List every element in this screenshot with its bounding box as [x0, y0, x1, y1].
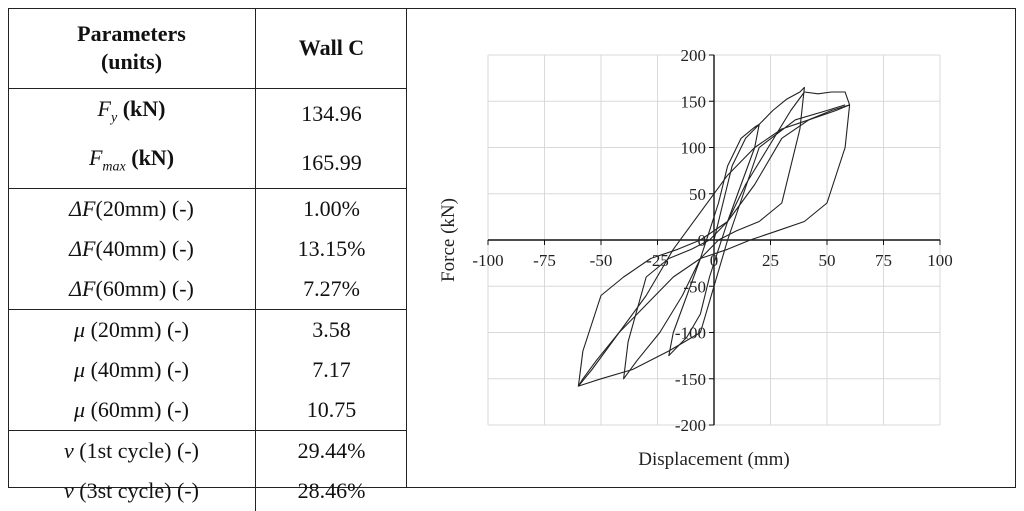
table-row: μ (20mm) (-) 3.58 — [8, 308, 407, 350]
parameter-symbol: μ — [74, 396, 86, 422]
x-tick-label: 100 — [927, 251, 953, 270]
parameter-value: 1.00% — [255, 187, 407, 229]
parameter-unit: (kN) — [125, 145, 175, 171]
parameter-value: 7.27% — [303, 275, 360, 301]
table-row: Fmax (kN) 165.99 — [8, 138, 407, 189]
parameter-subscript: max — [102, 159, 126, 175]
parameter-symbol: μ — [74, 356, 86, 382]
table-row: ν (3st cycle) (-) 28.46% — [8, 470, 407, 511]
table-row: ν (1st cycle) (-) 29.44% — [8, 429, 407, 471]
parameter-symbol: ν — [64, 437, 74, 463]
parameter-symbol: ΔF — [69, 195, 96, 221]
table-row: ΔF(60mm) (-) 7.27% — [8, 268, 407, 310]
y-tick-label: 150 — [681, 92, 707, 111]
parameter-name: ΔF(60mm) (-) — [8, 268, 256, 310]
parameter-name: ν (1st cycle) (-) — [8, 429, 256, 471]
parameter-unit: (40mm) (-) — [95, 235, 194, 261]
parameter-name: ΔF(20mm) (-) — [8, 187, 256, 229]
table-row: Fy (kN) 134.96 — [8, 88, 407, 139]
parameter-value: 7.17 — [312, 356, 351, 382]
parameter-unit: (1st cycle) (-) — [73, 437, 199, 463]
parameter-value: 13.15% — [297, 235, 366, 261]
parameter-symbol: F — [97, 96, 111, 121]
parameter-unit: (40mm) (-) — [85, 356, 189, 382]
parameter-value: 29.44% — [255, 429, 407, 471]
parameter-value: 3.58 — [255, 308, 407, 350]
x-tick-label: 0 — [710, 251, 719, 270]
y-tick-label: 100 — [681, 139, 707, 158]
header-parameters-line2: (units) — [100, 49, 163, 74]
parameter-name: ν (3st cycle) (-) — [8, 470, 256, 511]
parameter-name: μ (20mm) (-) — [8, 308, 256, 350]
parameter-unit: (20mm) (-) — [95, 195, 194, 221]
parameter-symbol: ΔF — [69, 275, 96, 301]
panel-divider — [406, 8, 407, 488]
header-parameters: Parameters (units) — [8, 8, 256, 89]
y-tick-label: 200 — [681, 46, 707, 65]
x-tick-label: -50 — [590, 251, 613, 270]
header-wall-c: Wall C — [298, 35, 365, 60]
parameter-unit: (kN) — [117, 96, 166, 121]
hysteresis-curve-1 — [668, 123, 760, 357]
parameter-value: 10.75 — [306, 396, 357, 422]
table-row: ΔF(40mm) (-) 13.15% — [8, 228, 407, 269]
parameter-symbol: μ — [74, 316, 86, 342]
y-tick-label: -150 — [675, 370, 706, 389]
parameter-unit: (60mm) (-) — [95, 275, 194, 301]
header-parameters-line1: Parameters — [77, 21, 186, 46]
parameter-value: 28.46% — [297, 477, 366, 503]
parameter-name: Fy (kN) — [8, 88, 256, 139]
parameter-unit: (60mm) (-) — [85, 396, 189, 422]
table-row: μ (40mm) (-) 7.17 — [8, 349, 407, 390]
parameter-symbol: ν — [64, 477, 74, 503]
y-tick-label: 50 — [689, 185, 706, 204]
x-tick-label: 75 — [875, 251, 892, 270]
hysteresis-curve-4 — [577, 104, 850, 387]
table-row: μ (60mm) (-) 10.75 — [8, 389, 407, 431]
y-axis-title: Force (kN) — [438, 198, 459, 282]
parameter-value: 134.96 — [255, 88, 407, 139]
parameter-symbol: F — [88, 145, 103, 171]
table-header-row: Parameters (units) Wall C — [8, 8, 407, 89]
parameter-name: ΔF(40mm) (-) — [8, 228, 256, 269]
y-tick-label: -50 — [683, 277, 706, 296]
x-tick-label: -25 — [646, 251, 669, 270]
x-tick-label: 50 — [819, 251, 836, 270]
parameter-name: μ (60mm) (-) — [8, 389, 256, 431]
x-axis-title: Displacement (mm) — [638, 449, 789, 470]
parameter-unit: (3st cycle) (-) — [73, 477, 199, 503]
parameter-symbol: ΔF — [69, 235, 96, 261]
y-tick-label: -200 — [675, 416, 706, 435]
y-tick-label: -100 — [675, 324, 706, 343]
table-body: Fy (kN) 134.96 Fmax (kN) 165.99 ΔF(20mm) (-)… — [8, 88, 407, 511]
x-tick-label: 25 — [762, 251, 779, 270]
x-tick-label: -75 — [533, 251, 556, 270]
parameter-subscript: y — [110, 110, 118, 126]
parameter-value: 165.99 — [301, 150, 362, 176]
hysteresis-chart: -100 -75 -50 -25 0 25 50 75 100200150100500-50-1… — [438, 46, 953, 470]
parameter-name: μ (40mm) (-) — [8, 349, 256, 390]
table-row: ΔF(20mm) (-) 1.00% — [8, 187, 407, 229]
y-tick-label: 0 — [698, 231, 707, 250]
parameters-table: Parameters (units) Wall C Fy (kN) 134.96 F… — [8, 8, 407, 511]
parameter-name: Fmax (kN) — [8, 138, 256, 189]
parameter-unit: (20mm) (-) — [85, 316, 189, 342]
x-tick-label: -100 — [472, 251, 503, 270]
